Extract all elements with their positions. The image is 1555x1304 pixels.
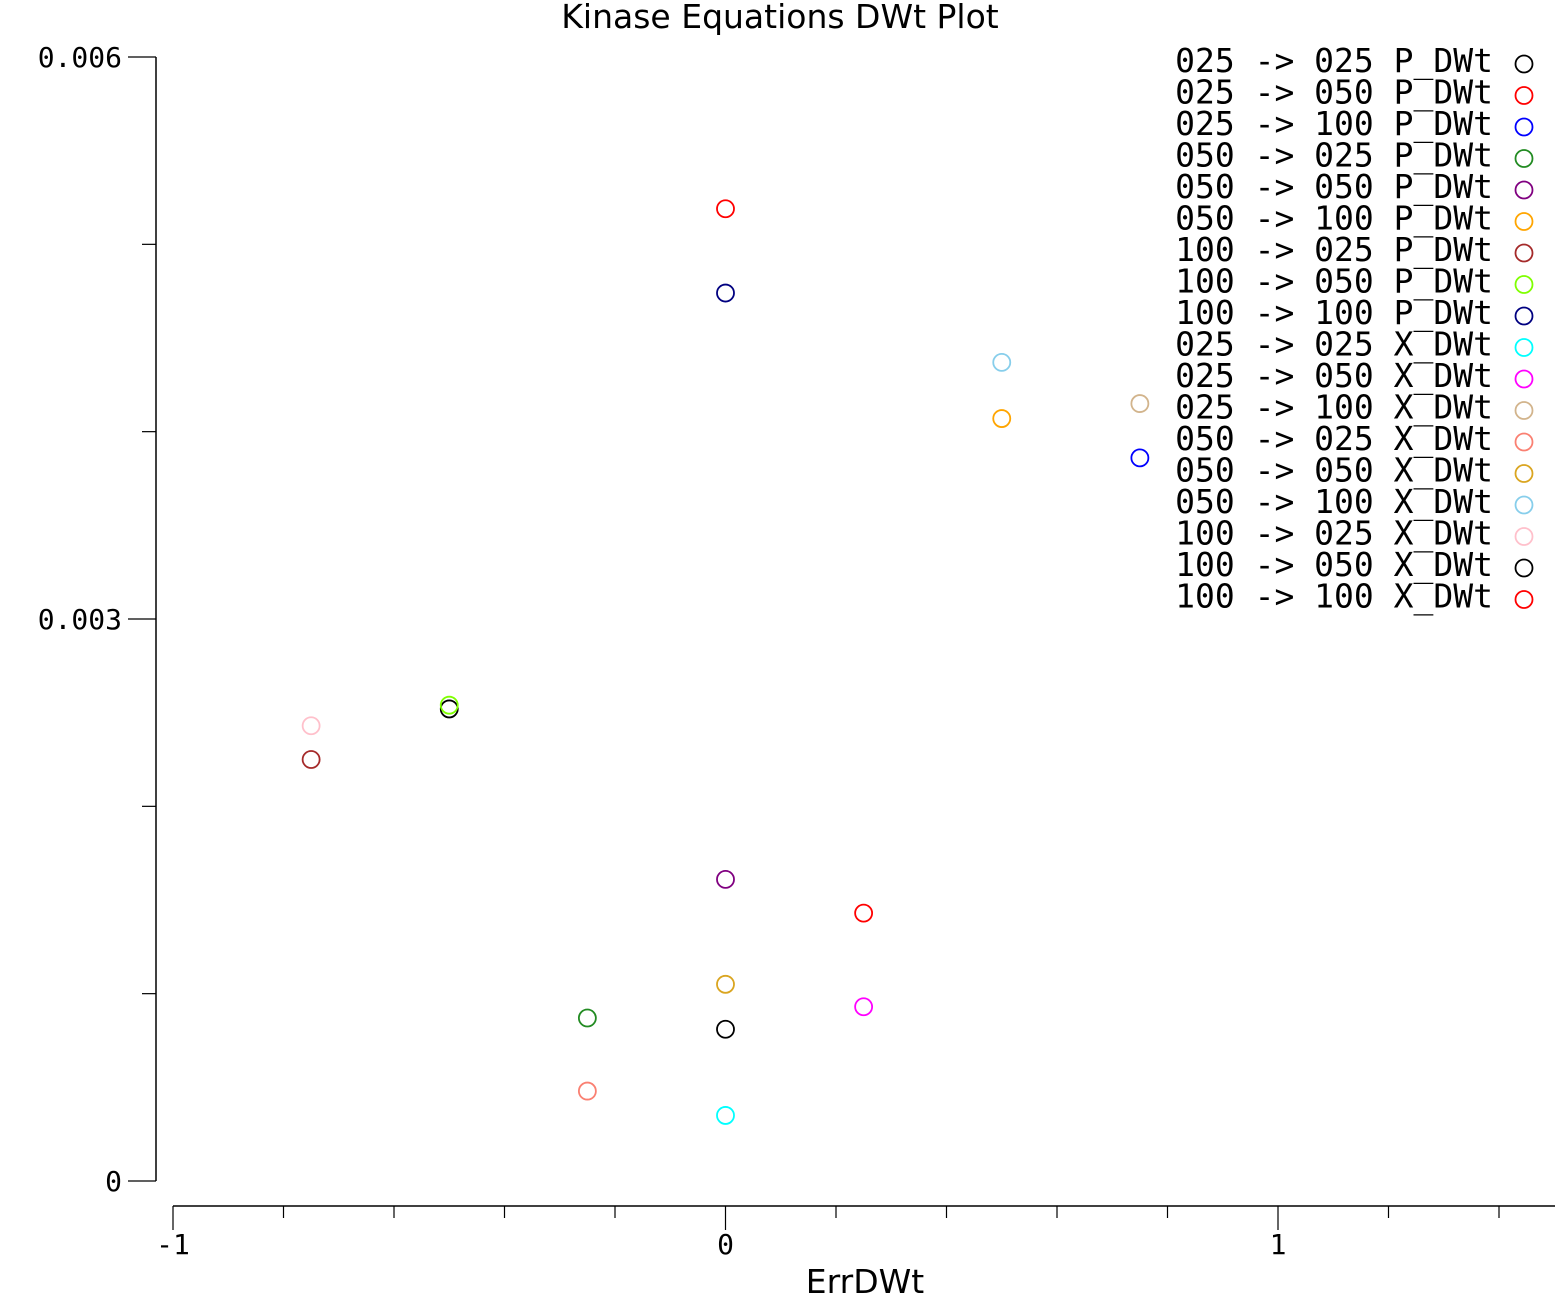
legend-marker xyxy=(1514,149,1534,168)
legend-entry-label: 100 -> 050 P_DWt xyxy=(1175,262,1493,302)
legend-entry-label: 050 -> 100 P_DWt xyxy=(1175,199,1493,239)
data-point xyxy=(577,1008,597,1028)
data-points xyxy=(301,199,1150,1125)
legend-marker xyxy=(1514,275,1534,294)
data-point xyxy=(716,1106,735,1125)
x-tick-label: 0 xyxy=(717,1228,734,1261)
legend-entry-label: 100 -> 025 P_DWt xyxy=(1175,230,1493,270)
legend-marker xyxy=(1514,117,1534,137)
legend-marker xyxy=(1514,86,1534,105)
legend-entry-label: 050 -> 050 P_DWt xyxy=(1175,167,1493,207)
legend-entry-label: 025 -> 100 X_DWt xyxy=(1175,388,1493,428)
x-tick-label: -1 xyxy=(156,1228,190,1261)
data-point xyxy=(854,997,874,1017)
data-point xyxy=(992,409,1012,428)
legend-entry-label: 025 -> 025 P_DWt xyxy=(1175,41,1493,81)
legend-entry-label: 050 -> 100 X_DWt xyxy=(1175,482,1493,522)
legend-entry-label: 050 -> 025 X_DWt xyxy=(1175,419,1493,459)
legend-entry-label: 050 -> 050 X_DWt xyxy=(1175,451,1493,491)
legend-entry-label: 100 -> 050 X_DWt xyxy=(1175,545,1493,585)
legend-entry-label: 025 -> 100 P_DWt xyxy=(1175,104,1493,144)
legend-marker xyxy=(1514,401,1534,420)
data-point xyxy=(716,199,735,219)
data-point xyxy=(439,699,459,719)
data-point xyxy=(577,1081,597,1101)
x-axis: -1 0 1 xyxy=(156,1205,1555,1261)
data-point xyxy=(1130,448,1150,468)
data-point xyxy=(716,1019,735,1039)
legend-marker xyxy=(1514,54,1534,74)
legend-marker xyxy=(1514,590,1534,609)
y-tick-label: 0.003 xyxy=(38,603,122,636)
legend-marker xyxy=(1514,369,1534,389)
y-tick-label: 0.006 xyxy=(38,41,122,74)
x-axis-label: ErrDWt xyxy=(806,1262,924,1301)
legend-marker xyxy=(1514,558,1534,578)
data-point xyxy=(716,869,735,889)
legend-marker xyxy=(1514,212,1534,231)
legend-entry-label: 050 -> 025 P_DWt xyxy=(1175,136,1493,176)
data-point xyxy=(716,974,735,994)
data-point xyxy=(301,750,321,769)
legend-marker xyxy=(1514,432,1534,452)
legend-marker xyxy=(1514,243,1534,263)
x-tick-label: 1 xyxy=(1270,1228,1287,1261)
data-point xyxy=(716,283,735,303)
legend-marker xyxy=(1514,180,1534,200)
legend-entry-label: 100 -> 025 X_DWt xyxy=(1175,514,1493,554)
legend-entry-label: 025 -> 050 P_DWt xyxy=(1175,73,1493,113)
data-point xyxy=(992,352,1012,372)
data-point xyxy=(439,695,459,715)
data-point xyxy=(854,903,874,923)
legend-entry-label: 025 -> 025 X_DWt xyxy=(1175,325,1493,365)
legend-marker xyxy=(1514,306,1534,326)
legend-marker xyxy=(1514,464,1534,483)
legend-entry-label: 100 -> 100 P_DWt xyxy=(1175,293,1493,333)
chart-title: Kinase Equations DWt Plot xyxy=(561,0,998,36)
legend-marker xyxy=(1514,495,1534,515)
y-axis: 0 0.003 0.006 xyxy=(38,41,157,1198)
data-point xyxy=(301,716,321,736)
legend-entry-label: 025 -> 050 X_DWt xyxy=(1175,356,1493,396)
legend-entry-label: 100 -> 100 X_DWt xyxy=(1175,577,1493,617)
legend-marker xyxy=(1514,338,1534,357)
legend-marker xyxy=(1514,527,1534,546)
y-tick-label: 0 xyxy=(105,1165,122,1198)
data-point xyxy=(1130,394,1150,413)
